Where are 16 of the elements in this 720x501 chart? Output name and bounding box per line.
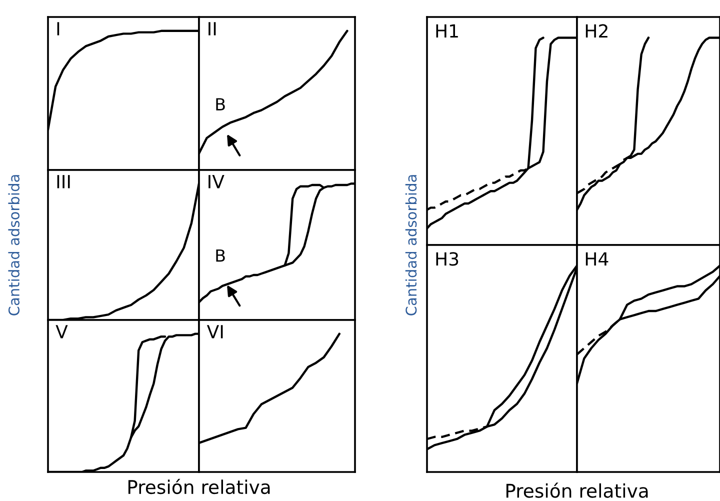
chart-title: II <box>208 22 216 36</box>
x-axis-title: Presión relativa <box>128 478 270 494</box>
chart-title: H1 <box>436 24 458 38</box>
annotation: B <box>216 98 225 110</box>
chart-title: III <box>57 175 70 188</box>
y-axis-title: Cantidad adsorbida <box>405 175 417 316</box>
chart-title: VI <box>206 325 223 338</box>
annotation: B <box>216 249 225 262</box>
chart-title: H2 <box>586 24 608 38</box>
y-axis-title: Cantidad adsorbida <box>8 175 20 316</box>
chart-title: I <box>57 22 60 36</box>
chart-title: V <box>56 325 68 338</box>
x-axis-title: Presión relativa <box>506 482 648 498</box>
chart-title: H3 <box>436 252 458 266</box>
chart-title: H4 <box>586 252 608 266</box>
chart-title: IV <box>208 175 224 188</box>
